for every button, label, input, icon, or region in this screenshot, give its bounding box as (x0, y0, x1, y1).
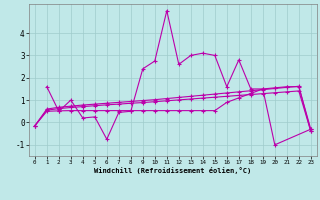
X-axis label: Windchill (Refroidissement éolien,°C): Windchill (Refroidissement éolien,°C) (94, 167, 252, 174)
